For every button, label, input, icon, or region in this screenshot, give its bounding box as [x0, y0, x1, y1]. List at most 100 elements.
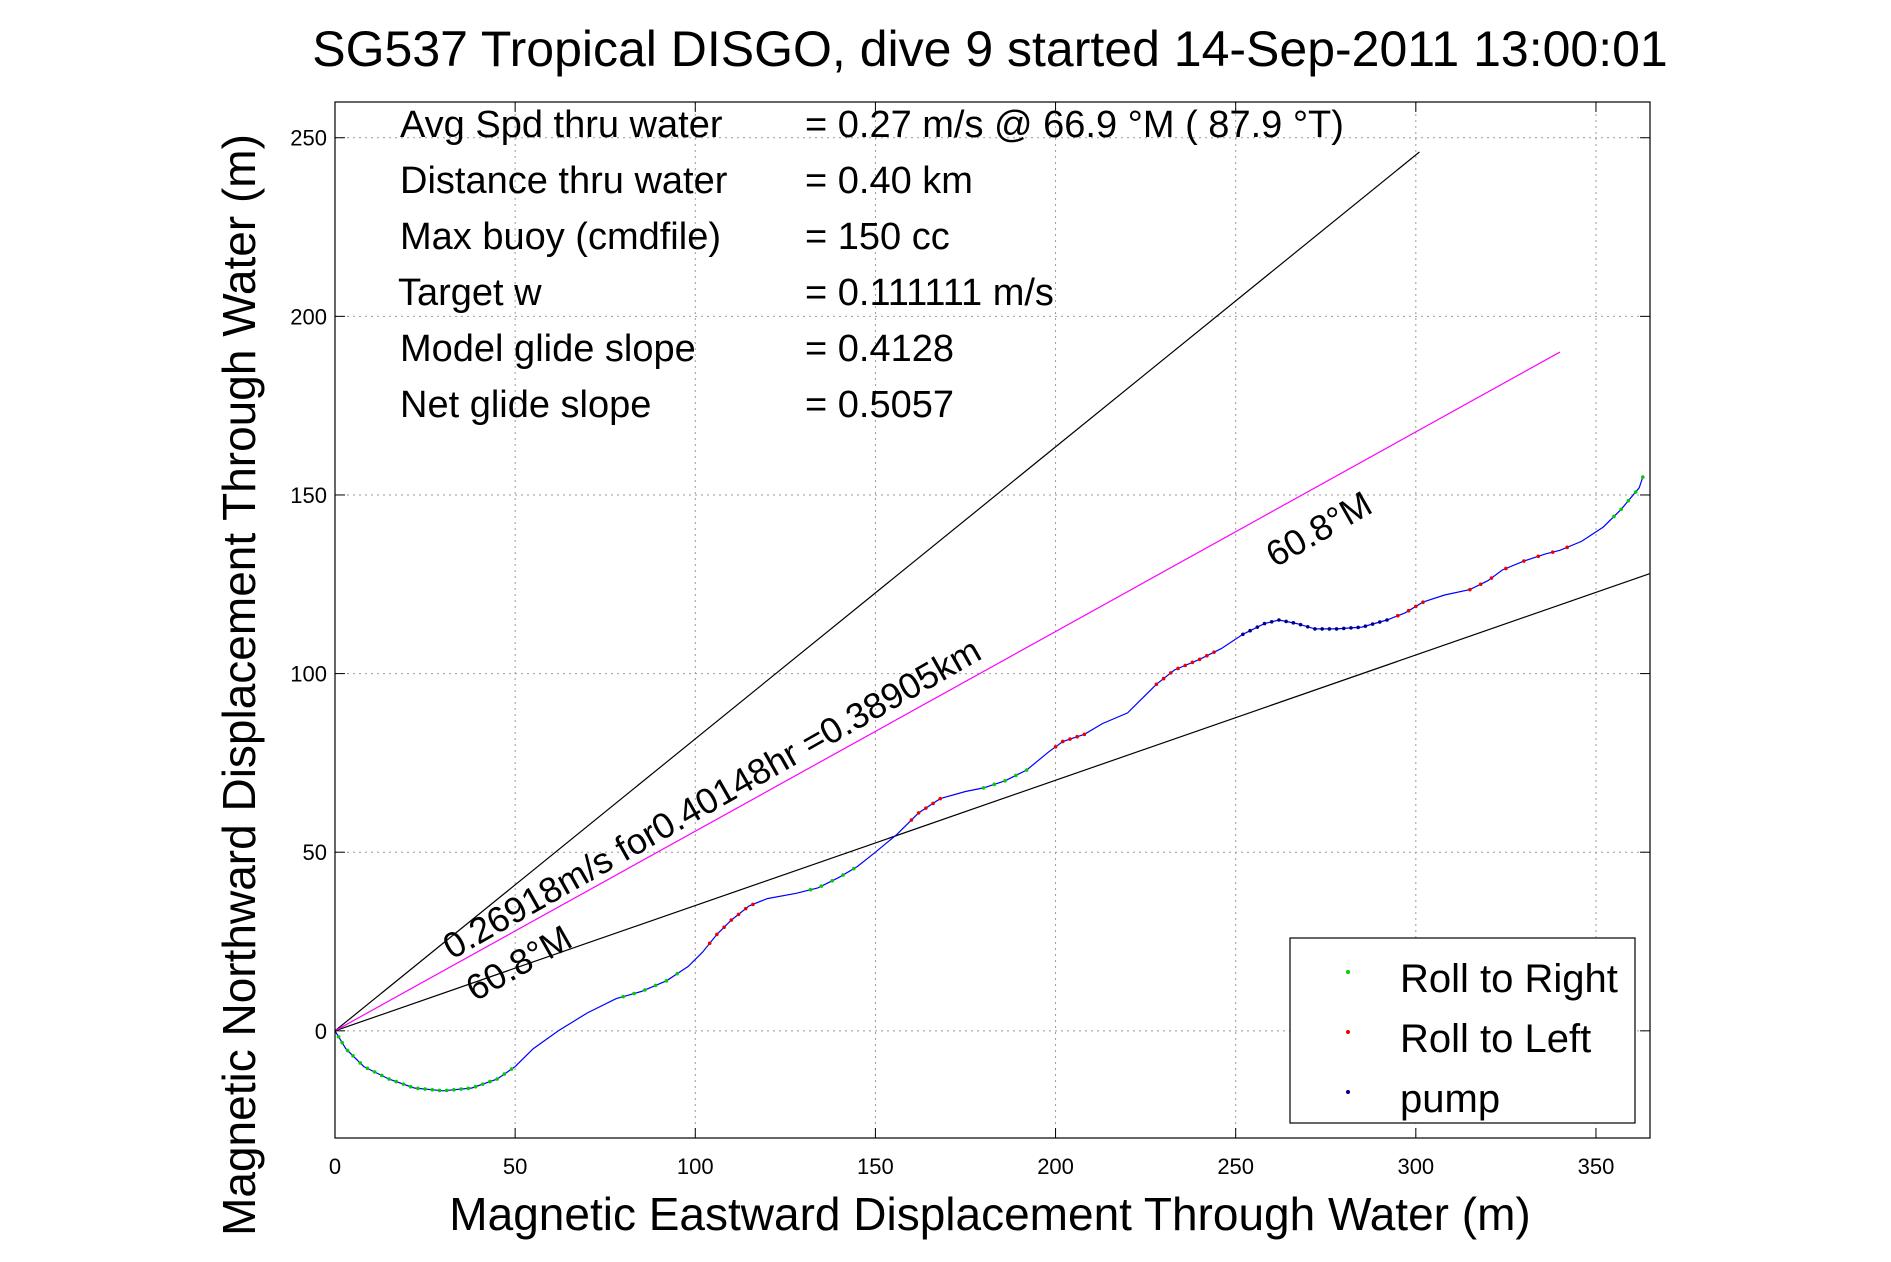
- pump-marker: [1356, 625, 1360, 630]
- roll-to-left-marker: [1060, 739, 1065, 744]
- roll-to-right-marker: [358, 1061, 363, 1065]
- pump-marker: [1241, 632, 1245, 637]
- roll-to-right-marker: [851, 866, 856, 871]
- roll-to-left-marker: [1176, 666, 1180, 671]
- info-label: Target w: [398, 272, 542, 314]
- roll-to-left-marker: [1183, 663, 1188, 668]
- pump-marker: [1255, 625, 1260, 629]
- roll-to-left-marker: [729, 918, 734, 922]
- pump-marker: [1385, 618, 1389, 622]
- y-tick-label: 0: [315, 1019, 327, 1044]
- roll-to-right-marker: [808, 887, 813, 892]
- y-tick-label: 100: [290, 662, 327, 687]
- roll-to-left-marker: [1212, 650, 1216, 654]
- roll-to-right-marker: [1619, 507, 1623, 512]
- roll-to-left-marker: [1169, 671, 1173, 675]
- x-tick-label: 250: [1217, 1154, 1254, 1179]
- legend-marker-roll-right: [1346, 970, 1350, 974]
- pump-marker: [1334, 627, 1339, 631]
- roll-to-right-marker: [336, 1034, 341, 1039]
- roll-to-right-marker: [664, 979, 669, 983]
- roll-to-right-marker: [444, 1088, 449, 1093]
- roll-to-right-marker: [480, 1082, 485, 1086]
- x-axis-label: Magnetic Eastward Displacement Through W…: [449, 1188, 1530, 1240]
- x-tick-label: 350: [1578, 1154, 1615, 1179]
- info-label: Net glide slope: [400, 384, 651, 426]
- roll-to-left-marker: [1565, 545, 1569, 550]
- roll-to-right-marker: [401, 1082, 406, 1086]
- pump-marker: [1284, 619, 1288, 624]
- roll-to-right-marker: [437, 1088, 442, 1093]
- series-markers: [336, 475, 1645, 1093]
- roll-to-left-marker: [916, 811, 921, 815]
- roll-to-right-marker: [509, 1067, 514, 1071]
- bound-lines: [334, 151, 1651, 1032]
- axis-ticks: 0 50 100 150 200 250 300 350 0 50 100 150 200 250: [290, 102, 1650, 1179]
- roll-to-right-marker: [830, 878, 834, 883]
- pump-marker: [1269, 619, 1274, 624]
- info-label: Model glide slope: [400, 328, 696, 370]
- roll-to-left-marker: [1414, 604, 1418, 609]
- plot-frame: [334, 101, 1651, 1139]
- roll-to-right-marker: [981, 786, 986, 790]
- roll-to-right-marker: [502, 1072, 507, 1076]
- roll-to-right-marker: [1003, 778, 1007, 783]
- roll-to-right-marker: [387, 1077, 391, 1081]
- roll-to-left-marker: [1489, 576, 1494, 580]
- info-value: = 0.40 km: [805, 160, 973, 202]
- roll-to-right-marker: [473, 1084, 478, 1089]
- roll-to-right-marker: [351, 1054, 355, 1058]
- legend-label: Roll to Left: [1400, 1017, 1591, 1061]
- roll-to-left-marker: [1053, 745, 1058, 749]
- roll-to-right-marker: [430, 1087, 435, 1092]
- roll-to-left-marker: [1421, 600, 1425, 604]
- roll-to-left-marker: [1082, 732, 1087, 737]
- roll-to-right-marker: [1640, 475, 1645, 479]
- roll-to-right-marker: [365, 1066, 370, 1071]
- y-tick-label: 200: [290, 304, 327, 329]
- roll-to-left-marker: [909, 818, 914, 822]
- roll-to-right-marker: [345, 1048, 350, 1053]
- roll-to-right-marker: [488, 1079, 492, 1084]
- info-value: = 150 cc: [805, 216, 950, 258]
- chart-title: SG537 Tropical DISGO, dive 9 started 14-…: [312, 21, 1667, 77]
- y-tick-label: 150: [290, 483, 327, 508]
- pump-marker: [1327, 627, 1332, 631]
- roll-to-right-marker: [340, 1040, 345, 1045]
- legend-marker-roll-left: [1346, 1030, 1350, 1034]
- y-tick-label: 50: [303, 840, 327, 865]
- legend-label: pump: [1400, 1077, 1500, 1121]
- roll-to-left-marker: [1396, 613, 1400, 618]
- info-label: Distance thru water: [400, 160, 728, 202]
- x-tick-label: 50: [503, 1154, 527, 1179]
- roll-to-left-marker: [1536, 554, 1541, 559]
- roll-to-left-marker: [924, 806, 928, 810]
- roll-to-right-marker: [632, 991, 636, 996]
- roll-to-right-marker: [394, 1079, 399, 1084]
- roll-to-right-marker: [495, 1077, 499, 1081]
- roll-to-left-marker: [931, 801, 935, 806]
- upper-bound-line: [334, 151, 1420, 1032]
- roll-to-left-marker: [715, 932, 719, 937]
- pump-marker: [1262, 621, 1267, 626]
- roll-to-left-marker: [1406, 608, 1411, 613]
- info-value: = 0.27 m/s @ 66.9 °M ( 87.9 °T): [805, 104, 1344, 146]
- roll-to-left-marker: [938, 796, 943, 801]
- roll-to-right-marker: [992, 782, 997, 787]
- y-axis-label: Magnetic Northward Displacement Through …: [213, 134, 265, 1236]
- pump-marker: [1349, 626, 1353, 630]
- pump-marker: [1341, 626, 1346, 631]
- roll-to-left-marker: [1550, 550, 1555, 554]
- roll-to-left-marker: [1154, 682, 1159, 687]
- roll-to-right-marker: [452, 1087, 456, 1092]
- pump-marker: [1320, 627, 1324, 631]
- roll-to-right-marker: [380, 1073, 384, 1078]
- roll-to-left-marker: [1197, 657, 1202, 662]
- legend-label: Roll to Right: [1400, 957, 1618, 1001]
- roll-to-right-marker: [416, 1086, 420, 1091]
- info-value: = 0.111111 m/s: [805, 272, 1054, 314]
- roll-to-right-marker: [819, 884, 824, 888]
- roll-to-right-marker: [621, 994, 626, 999]
- info-block: Avg Spd thru water = 0.27 m/s @ 66.9 °M …: [398, 104, 1344, 426]
- pump-marker: [1363, 624, 1368, 628]
